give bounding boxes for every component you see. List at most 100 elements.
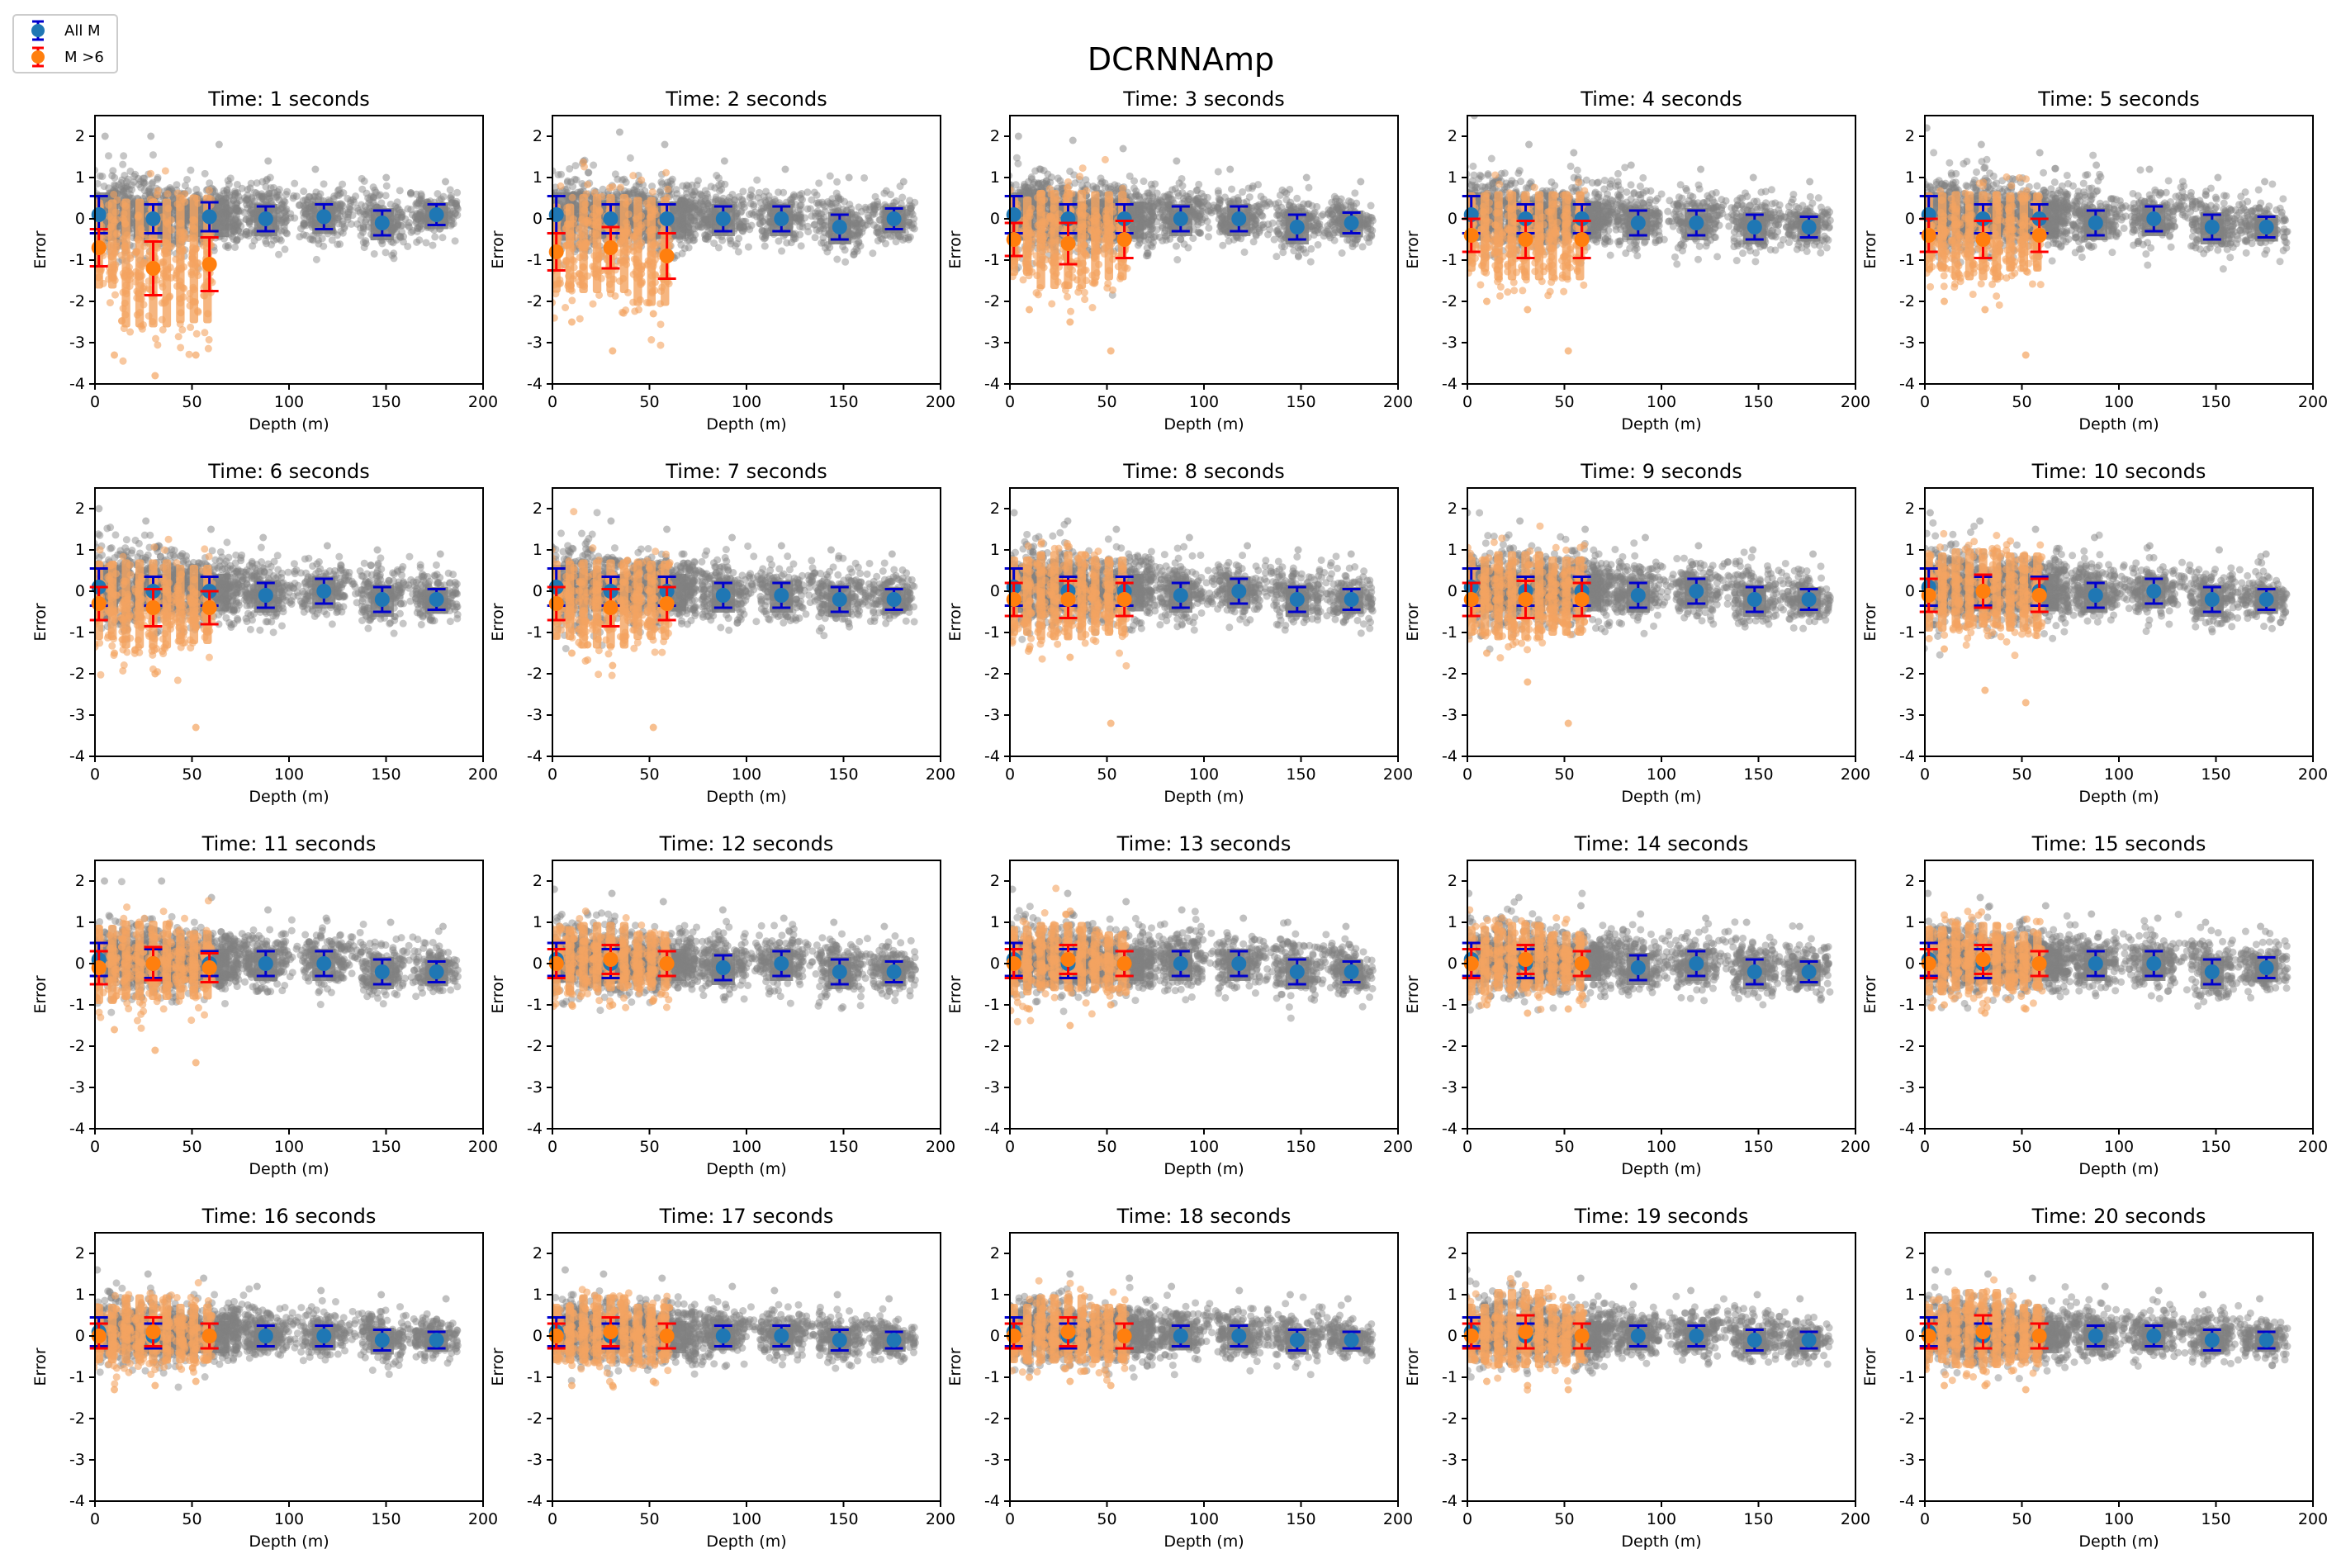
- all-scatter-point: [365, 209, 372, 216]
- m6-scatter-point: [192, 352, 200, 359]
- all-scatter-point: [715, 182, 723, 189]
- x-tick-label: 50: [182, 393, 201, 411]
- all-scatter-point: [689, 205, 696, 212]
- m6-scatter-point: [133, 294, 140, 301]
- all-scatter-point: [827, 173, 834, 180]
- m6-scatter-point: [662, 169, 670, 177]
- m6-scatter-point: [177, 343, 184, 351]
- m6-scatter-point: [190, 286, 197, 293]
- all-scatter-point: [307, 206, 315, 214]
- m6-scatter-point: [161, 248, 168, 255]
- m6-scatter-point: [136, 309, 144, 316]
- all-mean-marker: [887, 211, 902, 226]
- m6-scatter-point: [162, 272, 169, 280]
- all-scatter-point: [713, 172, 720, 179]
- all-scatter-point: [1013, 154, 1021, 162]
- all-scatter-point: [401, 216, 409, 223]
- m6-mean-marker: [202, 257, 217, 272]
- m6-scatter-point: [152, 335, 159, 343]
- all-scatter-point: [313, 256, 320, 263]
- all-scatter-point: [414, 228, 421, 235]
- m6-scatter-point: [617, 257, 624, 264]
- all-scatter-point: [826, 227, 833, 234]
- all-scatter-point: [761, 243, 769, 250]
- m6-scatter-point: [177, 258, 184, 266]
- all-scatter-point: [753, 177, 761, 184]
- all-scatter-point: [453, 189, 461, 197]
- m6-scatter-point: [192, 268, 200, 276]
- x-tick-label: 100: [732, 393, 761, 411]
- all-scatter-point: [858, 220, 865, 227]
- all-scatter-point: [320, 180, 328, 187]
- legend-all-marker: [31, 24, 45, 37]
- legend: All M M >6: [13, 15, 117, 73]
- all-scatter-point: [233, 206, 240, 213]
- m6-scatter-point: [656, 300, 664, 307]
- all-scatter-point: [745, 244, 752, 251]
- all-scatter-point: [688, 188, 695, 196]
- all-scatter-point: [718, 237, 726, 244]
- all-scatter-point: [741, 218, 748, 225]
- m6-scatter-point: [595, 255, 603, 263]
- all-scatter-point: [616, 129, 623, 136]
- m6-scatter-point: [625, 211, 633, 218]
- x-tick-label: 150: [828, 393, 858, 411]
- m6-scatter-point: [204, 310, 211, 317]
- m6-scatter-point: [595, 291, 603, 299]
- x-tick-label: 150: [371, 393, 400, 411]
- m6-scatter-point: [106, 264, 113, 272]
- all-scatter-point: [452, 237, 459, 244]
- all-scatter-point: [274, 188, 282, 196]
- all-mean-marker: [92, 207, 107, 222]
- m6-scatter-point: [590, 301, 597, 308]
- all-mean-marker: [146, 211, 161, 226]
- all-mean-marker: [716, 211, 731, 226]
- all-scatter-point: [396, 233, 404, 240]
- all-scatter-point: [391, 209, 398, 216]
- all-scatter-point: [362, 202, 369, 210]
- all-scatter-point: [344, 195, 351, 202]
- all-scatter-point: [690, 234, 697, 241]
- m6-scatter-point: [110, 191, 117, 198]
- m6-scatter-point: [120, 201, 127, 208]
- all-scatter-point: [339, 220, 346, 228]
- all-scatter-point: [1025, 189, 1032, 197]
- m6-scatter-point: [201, 329, 208, 336]
- m6-scatter-point: [584, 181, 591, 188]
- m6-scatter-point: [105, 201, 112, 209]
- all-scatter-point: [275, 251, 282, 258]
- all-scatter-point: [813, 192, 821, 199]
- all-scatter-point: [330, 218, 338, 225]
- m6-scatter-point: [617, 183, 624, 191]
- m6-scatter-point: [191, 225, 198, 233]
- x-tick-label: 50: [639, 393, 659, 411]
- all-scatter-point: [727, 237, 734, 244]
- legend-m6-label: M >6: [64, 49, 104, 66]
- all-scatter-point: [887, 191, 894, 198]
- all-scatter-point: [735, 248, 742, 255]
- m6-scatter-point: [132, 249, 140, 256]
- m6-scatter-point: [111, 291, 119, 299]
- m6-scatter-point: [189, 216, 197, 223]
- all-scatter-point: [698, 224, 705, 231]
- m6-scatter-point: [121, 242, 129, 249]
- all-scatter-point: [808, 212, 816, 220]
- m6-scatter-point: [173, 268, 181, 275]
- m6-scatter-point: [192, 245, 200, 253]
- all-scatter-point: [123, 185, 130, 192]
- all-scatter-point: [448, 211, 455, 218]
- m6-scatter-point: [649, 188, 656, 196]
- m6-scatter-point: [650, 310, 657, 318]
- all-scatter-point: [442, 178, 449, 186]
- m6-scatter-point: [192, 262, 199, 269]
- all-scatter-point: [841, 258, 849, 266]
- all-scatter-point: [268, 241, 275, 249]
- all-scatter-point: [119, 161, 126, 168]
- m6-scatter-point: [657, 320, 665, 328]
- all-scatter-point: [900, 178, 908, 186]
- all-scatter-point: [438, 234, 446, 241]
- all-scatter-point: [661, 141, 669, 149]
- all-scatter-point: [804, 223, 812, 230]
- all-scatter-point: [225, 177, 232, 184]
- m6-scatter-point: [177, 229, 184, 236]
